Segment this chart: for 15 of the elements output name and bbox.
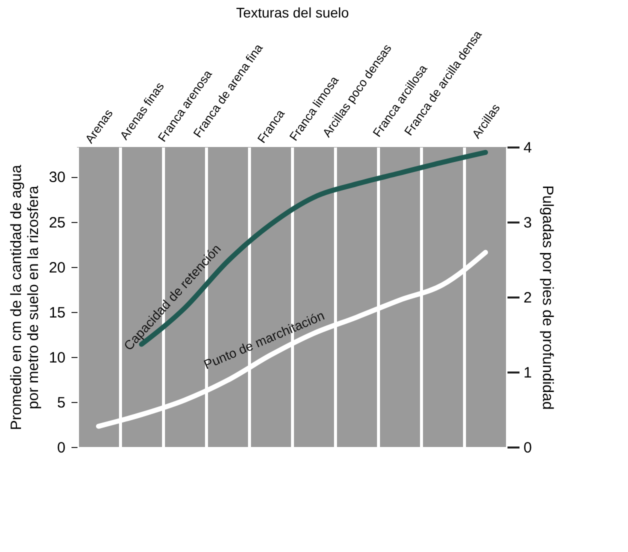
y-tick-label: 5 [57, 394, 66, 412]
y-tick-label: 20 [48, 259, 66, 276]
y2-axis-title: Pulgadas por pies de profundidad [538, 185, 556, 410]
y-tick-label: 30 [48, 169, 66, 186]
y2-tick-label: 1 [524, 364, 532, 382]
y2-tick-label: 0 [524, 440, 532, 456]
y-tick-label: 25 [48, 214, 66, 232]
y2-tick-label: 4 [524, 140, 532, 156]
y-tick-label: 0 [57, 440, 66, 456]
y-axis-title: Promedio en cm de la cantidad de agua por metro de suelo en la rizosfera [8, 164, 42, 430]
x-axis-title: Texturas del suelo [236, 4, 350, 21]
y-tick-label: 10 [48, 349, 66, 366]
y-tick-label: 15 [48, 304, 66, 322]
y2-tick-label: 2 [524, 290, 532, 306]
y2-tick-label: 3 [524, 214, 532, 232]
